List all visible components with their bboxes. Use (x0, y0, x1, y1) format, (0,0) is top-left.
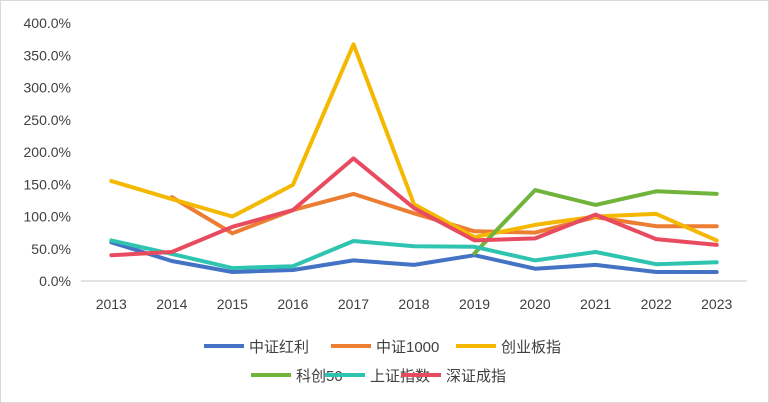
y-tick-label: 350.0% (24, 47, 71, 63)
x-tick-label: 2021 (580, 296, 611, 312)
legend-label: 上证指数 (370, 368, 430, 385)
y-tick-label: 150.0% (24, 176, 71, 192)
legend-label: 深证成指 (446, 368, 506, 385)
y-tick-label: 50.0% (31, 241, 71, 257)
series-line (109, 42, 719, 243)
series-3 (472, 188, 719, 256)
series-2 (109, 42, 719, 243)
legend-label: 科创50 (296, 368, 343, 385)
legend-item[interactable]: 上证指数 (325, 368, 430, 385)
y-tick-label: 200.0% (24, 144, 71, 160)
series-5 (109, 156, 719, 258)
x-tick-label: 2014 (156, 296, 187, 312)
series-line (472, 188, 719, 256)
legend-item[interactable]: 深证成指 (401, 368, 506, 385)
series-4 (109, 238, 719, 271)
y-tick-label: 250.0% (24, 112, 71, 128)
x-tick-label: 2017 (338, 296, 369, 312)
x-tick-label: 2019 (459, 296, 490, 312)
legend-label: 创业板指 (501, 338, 561, 356)
legend-label: 中证红利 (249, 339, 309, 356)
x-tick-label: 2018 (398, 296, 429, 312)
legend-item[interactable]: 创业板指 (456, 338, 561, 356)
y-tick-label: 400.0% (24, 15, 71, 31)
x-tick-label: 2022 (641, 296, 672, 312)
legend-item[interactable]: 中证红利 (204, 339, 309, 356)
x-tick-label: 2013 (96, 296, 127, 312)
x-tick-label: 2020 (520, 296, 551, 312)
y-tick-label: 100.0% (24, 209, 71, 225)
legend-item[interactable]: 中证1000 (331, 339, 439, 356)
x-tick-label: 2016 (277, 296, 308, 312)
y-tick-label: 0.0% (39, 273, 71, 289)
y-tick-label: 300.0% (24, 80, 71, 96)
x-tick-label: 2023 (701, 296, 732, 312)
x-tick-label: 2015 (217, 296, 248, 312)
legend-item[interactable]: 科创50 (251, 368, 343, 385)
legend-label: 中证1000 (376, 339, 439, 356)
